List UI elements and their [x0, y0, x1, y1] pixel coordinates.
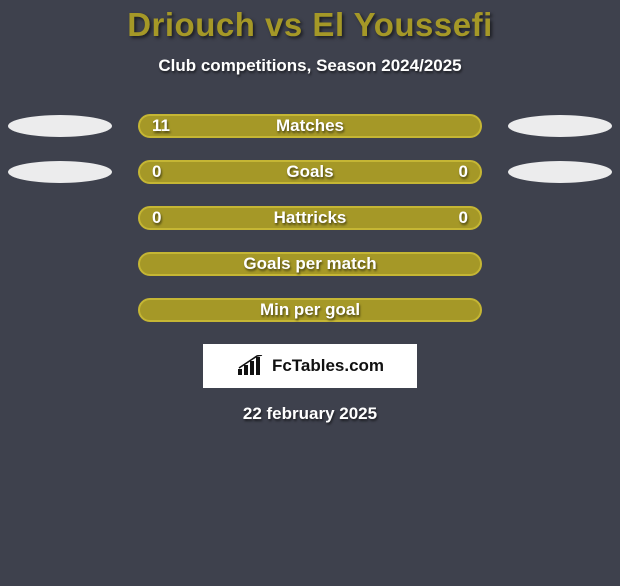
- stat-label: Hattricks: [140, 208, 480, 228]
- stat-pill: Goals0 0: [138, 160, 482, 184]
- stat-value-right: 0: [459, 162, 468, 182]
- stat-rows: Matches11Goals00Hattricks00Goals per mat…: [0, 114, 620, 322]
- stat-pill: Goals per match: [138, 252, 482, 276]
- stat-label: Goals: [140, 162, 480, 182]
- left-ellipse: [8, 161, 112, 183]
- stat-row: Goals per match: [0, 252, 620, 276]
- stat-value-left: 0: [152, 162, 161, 182]
- stat-pill: Hattricks0 0: [138, 206, 482, 230]
- stat-pill: Matches11: [138, 114, 482, 138]
- stat-row: Min per goal: [0, 298, 620, 322]
- logo-box: FcTables.com: [203, 344, 417, 388]
- stat-pill: Min per goal: [138, 298, 482, 322]
- stat-value-left: 11: [152, 116, 170, 136]
- right-ellipse: [508, 161, 612, 183]
- stat-label: Min per goal: [140, 300, 480, 320]
- bar-chart-icon: [236, 355, 266, 377]
- stat-row: Matches11: [0, 114, 620, 138]
- snapshot-date: 22 february 2025: [0, 404, 620, 424]
- stat-value-right: 0: [459, 208, 468, 228]
- stat-value-left: 0: [152, 208, 161, 228]
- stat-row: Hattricks0 0: [0, 206, 620, 230]
- comparison-subtitle: Club competitions, Season 2024/2025: [0, 56, 620, 76]
- stat-row: Goals0 0: [0, 160, 620, 184]
- stat-label: Goals per match: [140, 254, 480, 274]
- stat-label: Matches: [140, 116, 480, 136]
- logo-text: FcTables.com: [272, 356, 384, 376]
- right-ellipse: [508, 115, 612, 137]
- left-ellipse: [8, 115, 112, 137]
- comparison-title: Driouch vs El Youssefi: [0, 6, 620, 44]
